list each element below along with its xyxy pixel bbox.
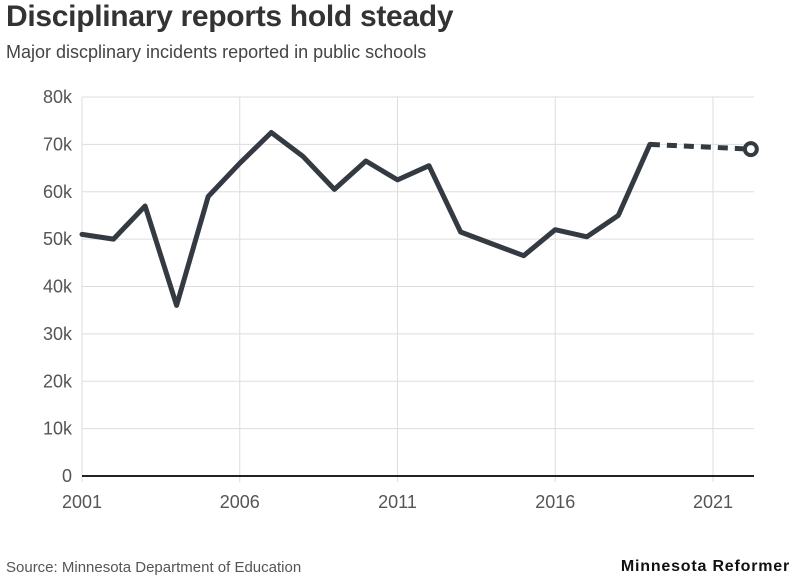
x-tick-label: 2016 xyxy=(535,492,575,512)
x-tick-label: 2001 xyxy=(62,492,102,512)
y-tick-label: 50k xyxy=(43,229,73,249)
y-tick-label: 10k xyxy=(43,419,73,439)
source-note: Source: Minnesota Department of Educatio… xyxy=(6,559,302,576)
y-tick-label: 80k xyxy=(43,87,73,107)
y-tick-label: 0 xyxy=(62,466,72,486)
projected-series-line xyxy=(649,141,751,152)
chart-subtitle: Major discplinary incidents reported in … xyxy=(6,42,427,62)
x-tick-label: 2006 xyxy=(220,492,260,512)
chart-title: Disciplinary reports hold steady xyxy=(6,0,454,33)
series-line xyxy=(79,130,653,308)
x-tick-label: 2011 xyxy=(378,492,417,512)
y-tick-label: 70k xyxy=(43,134,73,154)
tick-labels: 0 10k 20k 30k 40k 50k 60k 70k 80k 2001 2006 2011 201… xyxy=(43,87,733,512)
y-tick-label: 20k xyxy=(43,371,73,391)
y-tick-label: 30k xyxy=(43,324,73,344)
x-tick-label: 2021 xyxy=(693,492,733,512)
y-tick-label: 40k xyxy=(43,277,73,297)
end-point-marker xyxy=(742,141,759,158)
y-tick-label: 60k xyxy=(43,182,73,202)
series xyxy=(79,130,759,308)
brand-logo: Minnesota Reformer xyxy=(620,558,790,575)
